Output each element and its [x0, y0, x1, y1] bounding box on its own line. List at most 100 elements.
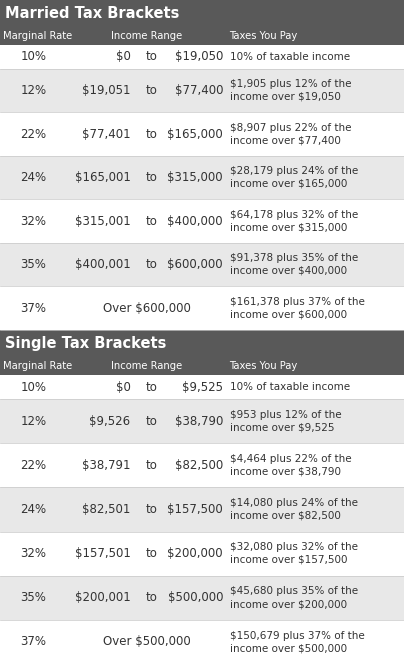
Text: $200,000: $200,000 — [167, 547, 223, 560]
Text: $91,378 plus 35% of the: $91,378 plus 35% of the — [230, 254, 358, 264]
Text: 10% of taxable income: 10% of taxable income — [230, 382, 350, 392]
Text: 24%: 24% — [20, 503, 46, 516]
Text: income over $82,500: income over $82,500 — [230, 511, 341, 521]
Bar — [0, 68, 404, 112]
Text: to: to — [146, 84, 158, 97]
Text: 35%: 35% — [20, 258, 46, 271]
Text: $161,378 plus 37% of the: $161,378 plus 37% of the — [230, 297, 365, 307]
Text: $600,000: $600,000 — [167, 258, 223, 271]
Bar — [0, 443, 404, 487]
Text: $82,500: $82,500 — [175, 459, 223, 471]
Text: 35%: 35% — [20, 591, 46, 604]
Text: 32%: 32% — [20, 547, 46, 560]
Text: $953 plus 12% of the: $953 plus 12% of the — [230, 410, 342, 420]
Text: 24%: 24% — [20, 171, 46, 184]
Bar — [0, 399, 404, 443]
Text: $200,001: $200,001 — [75, 591, 130, 604]
Text: income over $200,000: income over $200,000 — [230, 599, 347, 609]
Text: $38,790: $38,790 — [175, 414, 223, 428]
Text: $500,000: $500,000 — [168, 591, 223, 604]
Text: 22%: 22% — [20, 459, 46, 471]
Text: $28,179 plus 24% of the: $28,179 plus 24% of the — [230, 167, 358, 177]
Text: $82,501: $82,501 — [82, 503, 130, 516]
Text: Over $600,000: Over $600,000 — [103, 301, 190, 315]
Bar — [0, 357, 404, 375]
Text: 37%: 37% — [20, 635, 46, 649]
Text: Taxes You Pay: Taxes You Pay — [229, 361, 298, 371]
Bar — [0, 487, 404, 531]
Text: $14,080 plus 24% of the: $14,080 plus 24% of the — [230, 498, 358, 508]
Text: 37%: 37% — [20, 301, 46, 315]
Text: to: to — [146, 214, 158, 228]
Text: 12%: 12% — [20, 84, 46, 97]
Text: $4,464 plus 22% of the: $4,464 plus 22% of the — [230, 454, 352, 464]
Bar — [0, 576, 404, 620]
Text: income over $77,400: income over $77,400 — [230, 135, 341, 145]
Text: income over $500,000: income over $500,000 — [230, 643, 347, 653]
Text: 12%: 12% — [20, 414, 46, 428]
Text: Marginal Rate: Marginal Rate — [3, 361, 72, 371]
Text: $157,500: $157,500 — [167, 503, 223, 516]
Text: $9,525: $9,525 — [182, 380, 223, 394]
Text: income over $38,790: income over $38,790 — [230, 467, 341, 477]
Bar — [0, 156, 404, 199]
Text: $315,000: $315,000 — [167, 171, 223, 184]
Text: Over $500,000: Over $500,000 — [103, 635, 190, 649]
Text: Taxes You Pay: Taxes You Pay — [229, 31, 298, 41]
Text: $157,501: $157,501 — [75, 547, 130, 560]
Text: $0: $0 — [116, 380, 130, 394]
Text: $400,001: $400,001 — [75, 258, 130, 271]
Bar — [0, 375, 404, 399]
Text: income over $400,000: income over $400,000 — [230, 266, 347, 276]
Bar — [0, 45, 404, 68]
Text: $64,178 plus 32% of the: $64,178 plus 32% of the — [230, 210, 358, 220]
Text: $8,907 plus 22% of the: $8,907 plus 22% of the — [230, 123, 352, 133]
Bar — [0, 531, 404, 576]
Text: to: to — [146, 503, 158, 516]
Text: $9,526: $9,526 — [89, 414, 130, 428]
Text: $315,001: $315,001 — [75, 214, 130, 228]
Text: $77,400: $77,400 — [175, 84, 223, 97]
Text: $400,000: $400,000 — [167, 214, 223, 228]
Text: 32%: 32% — [20, 214, 46, 228]
Text: to: to — [146, 414, 158, 428]
Text: to: to — [146, 380, 158, 394]
Bar — [0, 199, 404, 243]
Bar — [0, 620, 404, 664]
Text: $165,000: $165,000 — [167, 127, 223, 141]
Text: to: to — [146, 547, 158, 560]
Text: 22%: 22% — [20, 127, 46, 141]
Text: to: to — [146, 258, 158, 271]
Text: $19,051: $19,051 — [82, 84, 130, 97]
Text: income over $19,050: income over $19,050 — [230, 92, 341, 102]
Bar — [0, 0, 404, 27]
Text: to: to — [146, 591, 158, 604]
Text: $1,905 plus 12% of the: $1,905 plus 12% of the — [230, 79, 352, 89]
Text: income over $315,000: income over $315,000 — [230, 222, 348, 232]
Text: 10% of taxable income: 10% of taxable income — [230, 52, 350, 62]
Bar — [0, 330, 404, 357]
Text: to: to — [146, 459, 158, 471]
Text: Marginal Rate: Marginal Rate — [3, 31, 72, 41]
Bar — [0, 112, 404, 156]
Text: $38,791: $38,791 — [82, 459, 130, 471]
Text: to: to — [146, 171, 158, 184]
Text: $165,001: $165,001 — [75, 171, 130, 184]
Text: Married Tax Brackets: Married Tax Brackets — [5, 6, 179, 21]
Text: Income Range: Income Range — [111, 361, 182, 371]
Text: $77,401: $77,401 — [82, 127, 130, 141]
Text: 10%: 10% — [20, 50, 46, 64]
Text: income over $9,525: income over $9,525 — [230, 422, 335, 432]
Text: to: to — [146, 50, 158, 64]
Bar — [0, 27, 404, 45]
Bar — [0, 243, 404, 286]
Text: $45,680 plus 35% of the: $45,680 plus 35% of the — [230, 586, 358, 596]
Text: income over $600,000: income over $600,000 — [230, 309, 347, 319]
Text: Income Range: Income Range — [111, 31, 182, 41]
Text: $0: $0 — [116, 50, 130, 64]
Text: $32,080 plus 32% of the: $32,080 plus 32% of the — [230, 542, 358, 552]
Text: income over $165,000: income over $165,000 — [230, 179, 348, 189]
Bar — [0, 286, 404, 330]
Text: to: to — [146, 127, 158, 141]
Text: 10%: 10% — [20, 380, 46, 394]
